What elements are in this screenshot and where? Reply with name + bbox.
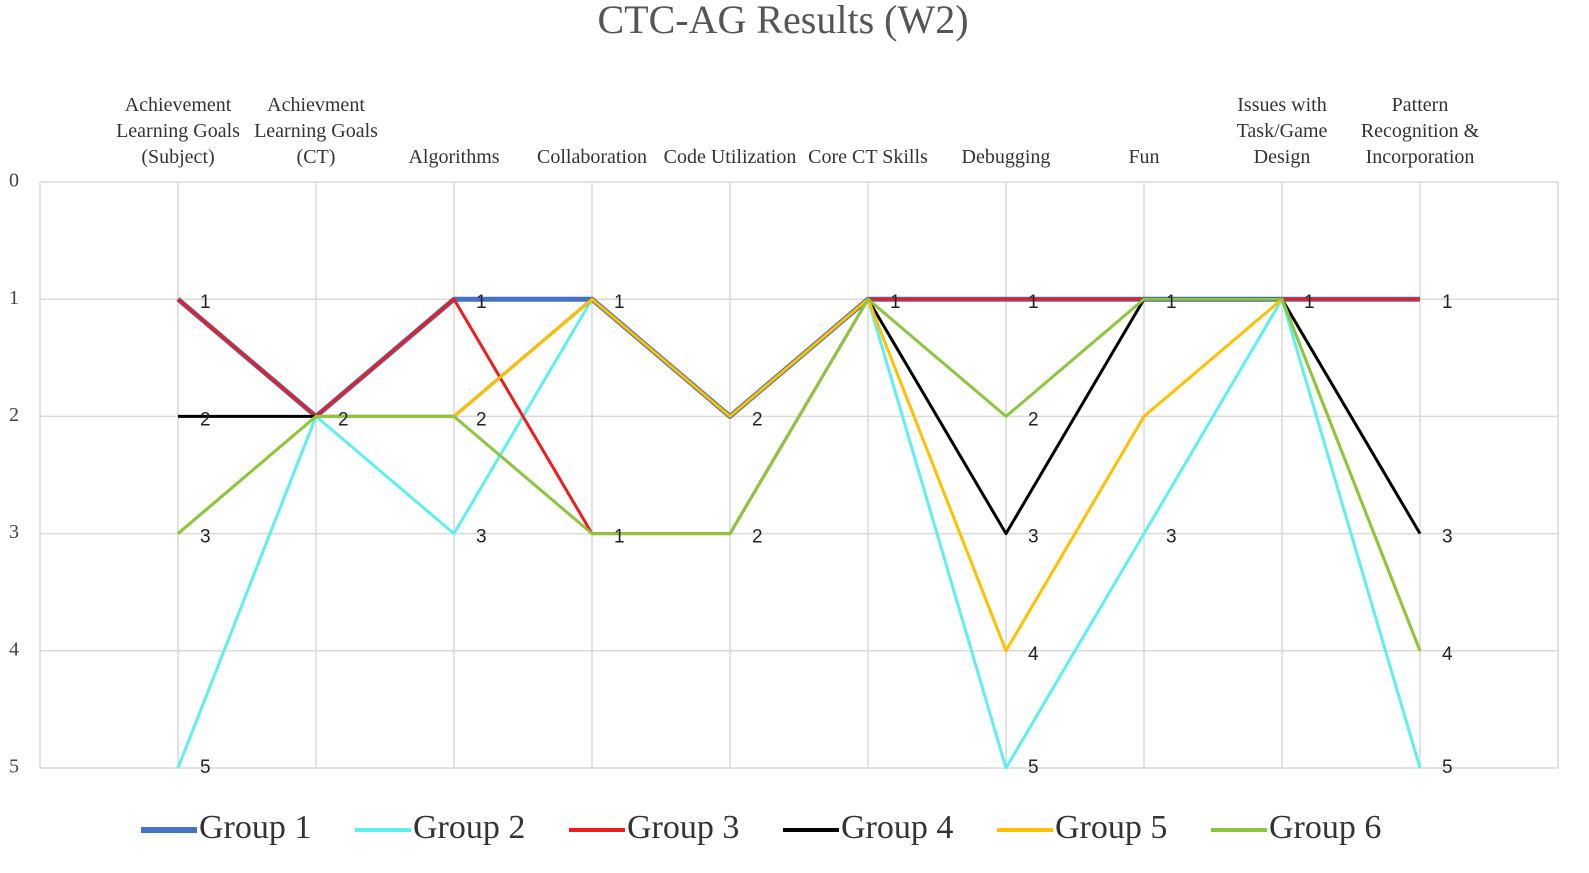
- point-label: 5: [200, 757, 211, 778]
- y-tick-label: 2: [9, 404, 19, 426]
- legend-label: Group 6: [1269, 809, 1381, 846]
- x-tick-label: Pattern Recognition & Incorporation: [1360, 94, 1480, 168]
- x-tick-label: Algorithms: [408, 146, 500, 168]
- legend-label: Group 3: [627, 809, 739, 846]
- x-tick-label: Achievement Learning Goals (Subject): [116, 94, 240, 168]
- point-label: 1: [614, 527, 625, 548]
- point-label: 3: [1166, 527, 1177, 548]
- point-label: 1: [476, 292, 487, 313]
- point-label: 3: [200, 527, 211, 548]
- y-tick-label: 0: [9, 170, 19, 192]
- x-tick-label: Collaboration: [537, 146, 647, 168]
- point-label: 3: [1442, 527, 1453, 548]
- point-label: 2: [1028, 409, 1039, 430]
- chart-title: CTC-AG Results (W2): [597, 0, 968, 42]
- series-line: [177, 297, 1422, 652]
- point-label: 5: [1442, 757, 1453, 778]
- legend-label: Group 5: [1055, 809, 1167, 846]
- point-label: 1: [1028, 292, 1039, 313]
- x-tick-label: Core CT Skills: [808, 146, 928, 168]
- y-tick-label: 1: [9, 287, 19, 309]
- y-tick-label: 3: [9, 521, 19, 543]
- x-tick-label: Issues with Task/Game Design: [1236, 94, 1328, 168]
- point-label: 2: [752, 527, 763, 548]
- point-label: 1: [1304, 292, 1315, 313]
- point-label: 3: [1028, 527, 1039, 548]
- legend-label: Group 4: [841, 809, 953, 846]
- point-label: 2: [752, 409, 763, 430]
- y-tick-label: 4: [9, 638, 19, 660]
- legend-label: Group 1: [199, 809, 311, 846]
- point-label: 2: [476, 409, 487, 430]
- point-label: 2: [338, 409, 349, 430]
- legend-label: Group 2: [413, 809, 525, 846]
- x-tick-label: Fun: [1128, 146, 1160, 168]
- y-tick-label: 5: [9, 756, 19, 778]
- point-label: 1: [1442, 292, 1453, 313]
- series-line: [177, 297, 1422, 653]
- point-label: 1: [200, 292, 211, 313]
- x-tick-label: Debugging: [961, 146, 1051, 168]
- point-label: 1: [614, 292, 625, 313]
- point-label: 3: [476, 527, 487, 548]
- point-label: 4: [1442, 644, 1453, 665]
- x-tick-label: Achievment Learning Goals (CT): [254, 94, 378, 168]
- point-label: 2: [200, 409, 211, 430]
- x-tick-label: Code Utilization: [663, 146, 797, 168]
- point-label: 1: [890, 292, 901, 313]
- point-label: 5: [1028, 757, 1039, 778]
- point-label: 4: [1028, 644, 1039, 665]
- point-label: 1: [1166, 292, 1177, 313]
